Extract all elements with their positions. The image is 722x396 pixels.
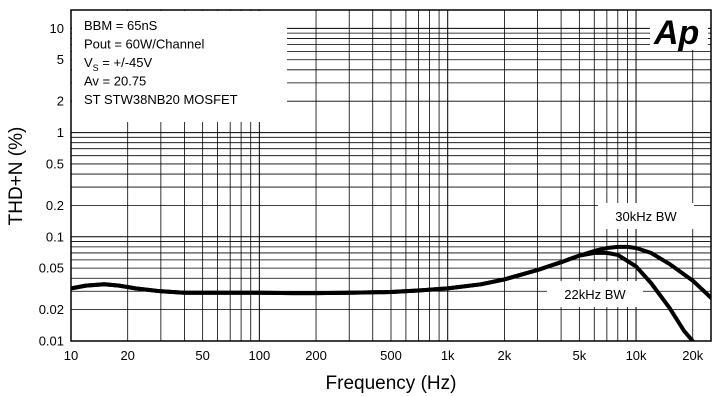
y-tick-label: 0.05 [39,261,64,276]
y-tick-label: 5 [57,52,64,67]
x-tick-label: 10k [626,348,647,363]
x-tick-label: 100 [248,348,270,363]
series-labels: 30kHz BW 22kHz BW [547,203,694,307]
info-line-text: = +/-45V [99,55,153,70]
info-line-text: V [84,55,93,70]
x-tick-label: 500 [380,348,402,363]
x-tick-label: 20 [120,348,134,363]
info-line: VS = +/-45V [84,55,152,73]
series-label-22khz: 22kHz BW [564,287,626,302]
y-tick-label: 0.2 [46,198,64,213]
y-tick-label: 0.1 [46,229,64,244]
info-line: Av = 20.75 [84,74,146,89]
info-box-background [72,11,287,122]
info-line-text: BBM = 65nS [84,18,158,33]
x-tick-label: 200 [305,348,327,363]
series-line-22khz [71,250,695,341]
y-axis-title: THD+N (%) [6,127,27,226]
y-tick-label: 0.01 [39,334,64,349]
x-tick-label: 10 [64,348,78,363]
y-tick-label: 1 [57,125,64,140]
x-tick-labels: 10 20 50 100 200 500 1k 2k 5k 10k 20k [64,348,704,363]
x-tick-label: 2k [498,348,512,363]
info-line-subscript: S [93,63,99,73]
info-line-text: Pout = 60W/Channel [84,37,204,52]
series-label-background [598,203,694,229]
info-line: BBM = 65nS [84,18,158,33]
x-tick-label: 5k [572,348,586,363]
logo-text: Ap [653,14,699,52]
y-tick-label: 0.5 [46,156,64,171]
x-axis-title: Frequency (Hz) [326,373,457,394]
y-tick-label: 2 [57,94,64,109]
info-line: ST STW38NB20 MOSFET [84,92,238,107]
info-line-text: Av = 20.75 [84,74,146,89]
info-line: Pout = 60W/Channel [84,37,204,52]
logo-background [650,10,708,50]
ap-logo: Ap [650,10,708,52]
y-tick-label: 0.02 [39,302,64,317]
y-tick-label: 10 [50,21,64,36]
y-tick-labels: 10 5 2 1 0.5 0.2 0.1 0.05 0.02 0.01 [39,21,64,349]
plot-frame [70,9,712,342]
x-tick-label: 50 [195,348,209,363]
x-tick-label: 20k [682,348,703,363]
x-tick-label: 1k [441,348,455,363]
series-label-background [547,281,643,307]
info-line-text: ST STW38NB20 MOSFET [84,92,238,107]
series-lines [71,244,711,341]
series-label-30khz: 30kHz BW [615,209,677,224]
